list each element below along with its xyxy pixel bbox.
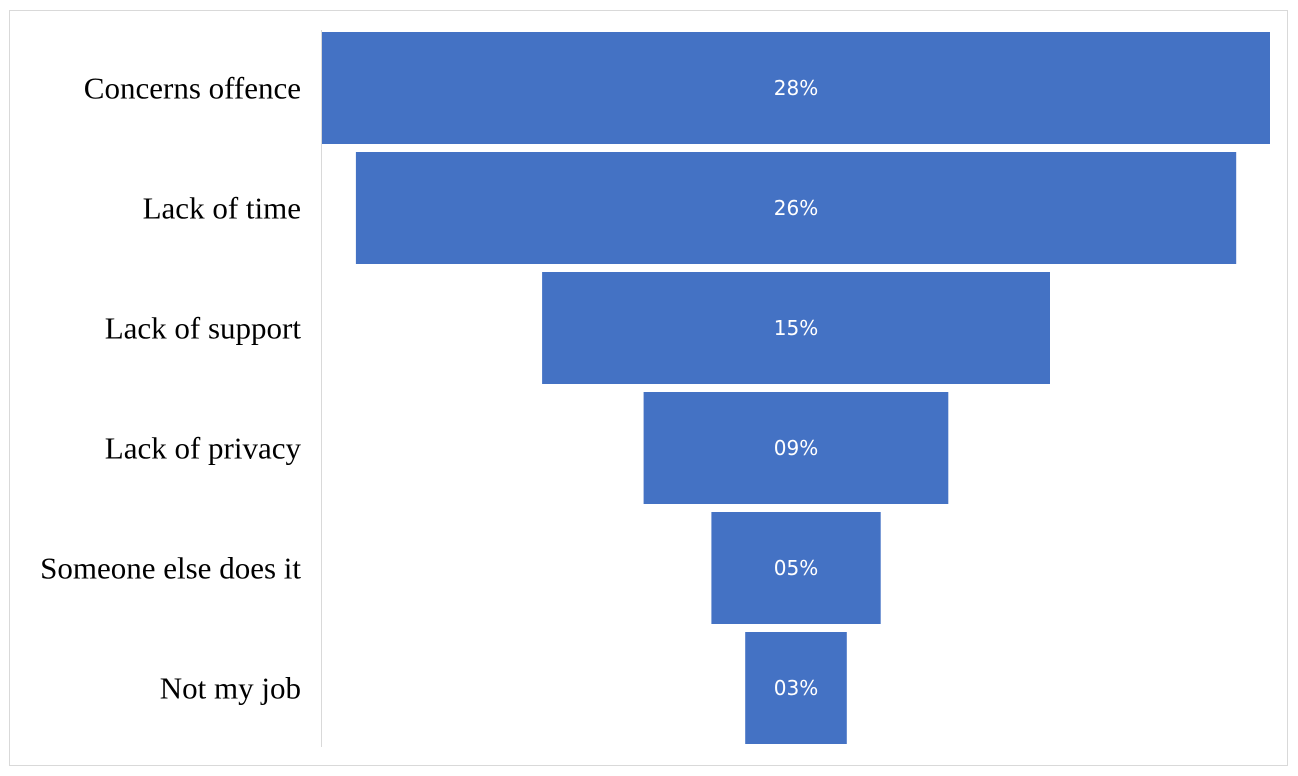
bar-lack-of-support <box>542 272 1050 384</box>
data-label-someone-else-does-it: 05% <box>774 556 818 580</box>
category-label-concerns-offence: Concerns offence <box>84 71 301 106</box>
category-label-lack-of-support: Lack of support <box>105 311 302 346</box>
bar-lack-of-time <box>355 152 1237 264</box>
category-label-lack-of-privacy: Lack of privacy <box>105 431 302 466</box>
data-label-not-my-job: 03% <box>774 676 818 700</box>
bars-layer: 28% Concerns offence 26% Lack of time 15% Lac… <box>40 32 1270 744</box>
category-label-lack-of-time: Lack of time <box>143 191 301 226</box>
bar-lack-of-privacy <box>643 392 949 504</box>
category-label-someone-else-does-it: Someone else does it <box>40 551 301 586</box>
data-label-concerns-offence: 28% <box>774 76 818 100</box>
bar-concerns-offence <box>322 32 1270 144</box>
data-label-lack-of-time: 26% <box>774 196 818 220</box>
data-label-lack-of-privacy: 09% <box>774 436 818 460</box>
bar-not-my-job <box>745 632 847 744</box>
data-label-lack-of-support: 15% <box>774 316 818 340</box>
bar-someone-else-does-it <box>711 512 881 624</box>
category-label-not-my-job: Not my job <box>160 671 301 706</box>
